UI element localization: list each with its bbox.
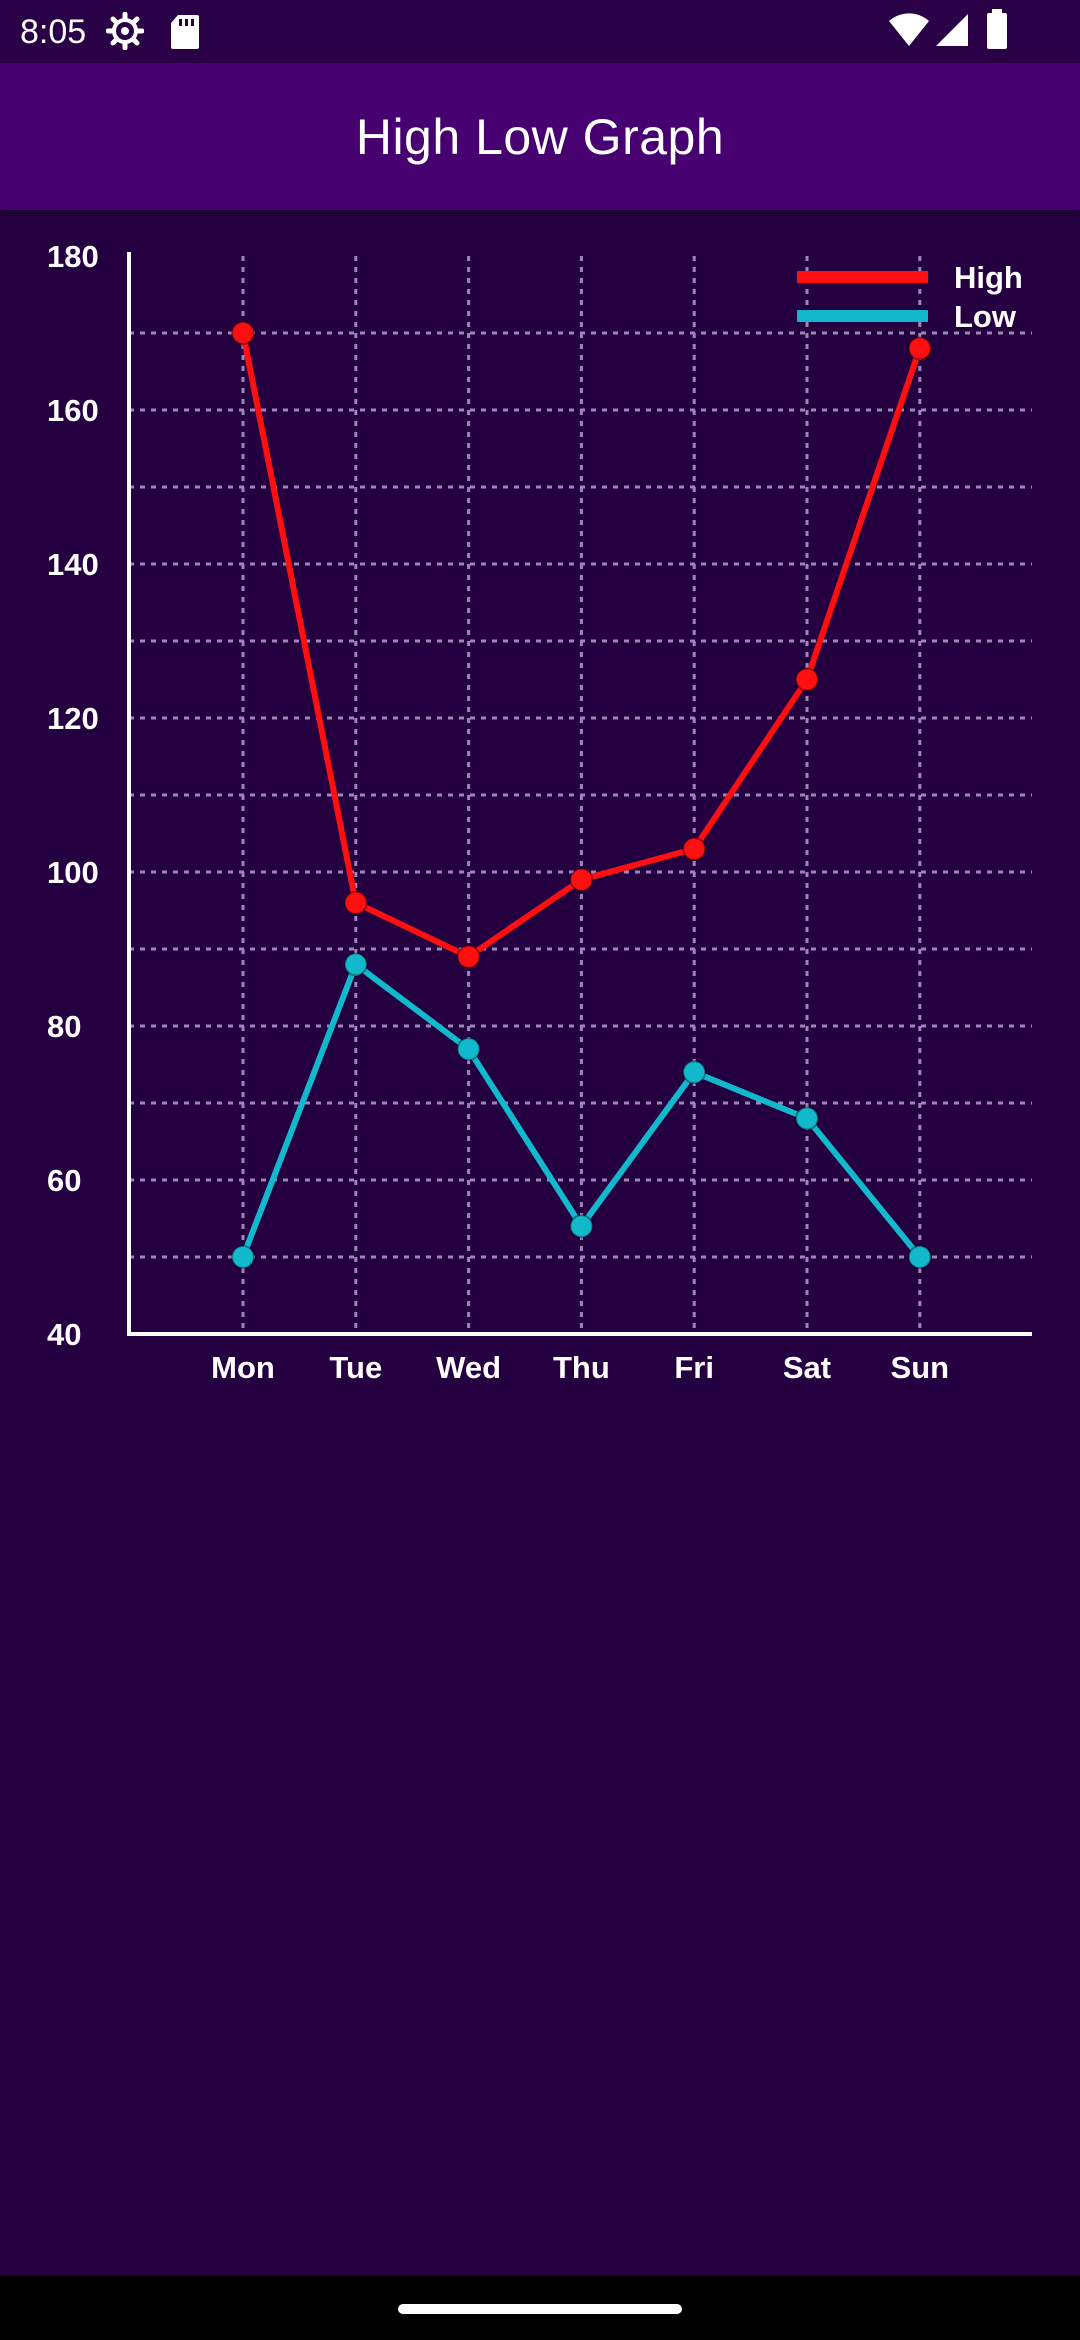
high-low-chart: 40 60 80 100 120 140 160 180 Mon Tue Wed Thu Fri Sat S… <box>0 210 1080 1410</box>
low-data-point <box>907 1245 932 1269</box>
y-tick-label: 100 <box>47 855 99 890</box>
high-data-point <box>569 867 594 892</box>
high-data-point <box>231 321 255 345</box>
high-data-point <box>343 890 368 915</box>
low-data-point <box>682 1060 707 1085</box>
high-data-point <box>795 667 819 692</box>
legend-label-high: High <box>954 260 1023 295</box>
y-tick-label: 80 <box>47 1009 81 1044</box>
chart-svg: 40 60 80 100 120 140 160 180 Mon Tue Wed Thu Fri Sat S… <box>47 239 1032 1385</box>
high-data-point <box>907 336 932 361</box>
x-tick-label: Mon <box>211 1350 275 1385</box>
x-tick-label: Tue <box>329 1350 382 1385</box>
app-title: High Low Graph <box>355 108 725 165</box>
y-tick-label: 60 <box>47 1163 81 1198</box>
low-data-point <box>343 952 368 977</box>
x-tick-label: Fri <box>674 1350 714 1385</box>
battery-icon <box>987 9 1007 49</box>
high-data-point <box>682 836 707 861</box>
navigation-bar <box>0 2276 1080 2340</box>
sd-card-icon <box>171 15 199 49</box>
low-data-point <box>456 1037 481 1062</box>
high-data-point <box>456 944 481 969</box>
y-tick-label: 160 <box>47 393 99 428</box>
x-tick-label: Wed <box>436 1350 501 1385</box>
status-bar: 8:05 <box>0 0 1080 63</box>
wifi-icon <box>889 13 929 47</box>
status-time: 8:05 <box>20 13 87 51</box>
low-data-point <box>231 1245 255 1269</box>
low-data-point <box>569 1214 594 1239</box>
x-tick-label: Sun <box>891 1350 950 1385</box>
y-tick-label: 40 <box>47 1317 81 1352</box>
low-data-point <box>795 1106 819 1131</box>
y-tick-label: 180 <box>47 239 99 274</box>
y-tick-label: 140 <box>47 547 99 582</box>
y-tick-label: 120 <box>47 701 99 736</box>
settings-gear-icon <box>106 12 144 50</box>
app-bar: High Low Graph <box>0 63 1080 210</box>
legend-label-low: Low <box>954 299 1017 334</box>
x-tick-label: Sat <box>783 1350 831 1385</box>
cell-signal-icon <box>936 14 968 46</box>
home-gesture-handle[interactable] <box>398 2304 682 2314</box>
x-tick-label: Thu <box>553 1350 610 1385</box>
